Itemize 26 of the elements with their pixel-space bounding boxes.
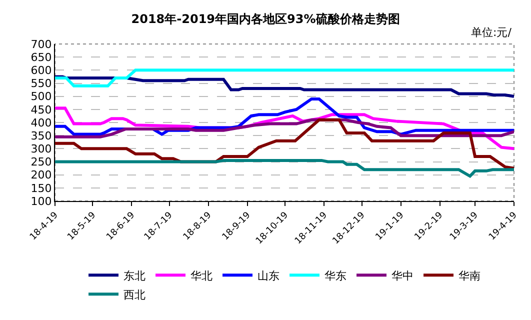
y-tick-label: 300 bbox=[30, 142, 52, 156]
y-tick-label: 150 bbox=[30, 182, 52, 195]
legend-label: 山东 bbox=[258, 269, 280, 282]
y-tick-label: 450 bbox=[30, 103, 52, 116]
y-tick-label: 100 bbox=[30, 194, 52, 208]
y-tick-label: 350 bbox=[30, 129, 52, 142]
legend-label: 华南 bbox=[458, 269, 480, 282]
chart-title: 2018年-2019年国内各地区93%硫酸价格走势图 bbox=[131, 12, 400, 26]
line-series bbox=[55, 118, 514, 170]
legend-label: 华东 bbox=[324, 269, 346, 282]
line-series bbox=[55, 158, 514, 178]
legend-label: 华中 bbox=[392, 269, 414, 282]
y-tick-label: 550 bbox=[30, 77, 52, 90]
y-tick-label: 200 bbox=[30, 168, 52, 182]
legend-label: 华北 bbox=[190, 269, 212, 282]
y-tick-label: 700 bbox=[30, 38, 52, 51]
y-tick-label: 650 bbox=[30, 50, 52, 64]
legend-label: 西北 bbox=[124, 288, 146, 302]
y-tick-label: 600 bbox=[30, 64, 52, 78]
y-tick-label: 250 bbox=[30, 156, 52, 169]
y-tick-label: 400 bbox=[30, 116, 52, 130]
text: 单位:元/ bbox=[471, 26, 512, 39]
line-series bbox=[55, 75, 514, 98]
legend-label: 东北 bbox=[124, 269, 146, 282]
line-series bbox=[55, 118, 514, 138]
y-tick-label: 500 bbox=[30, 90, 52, 104]
